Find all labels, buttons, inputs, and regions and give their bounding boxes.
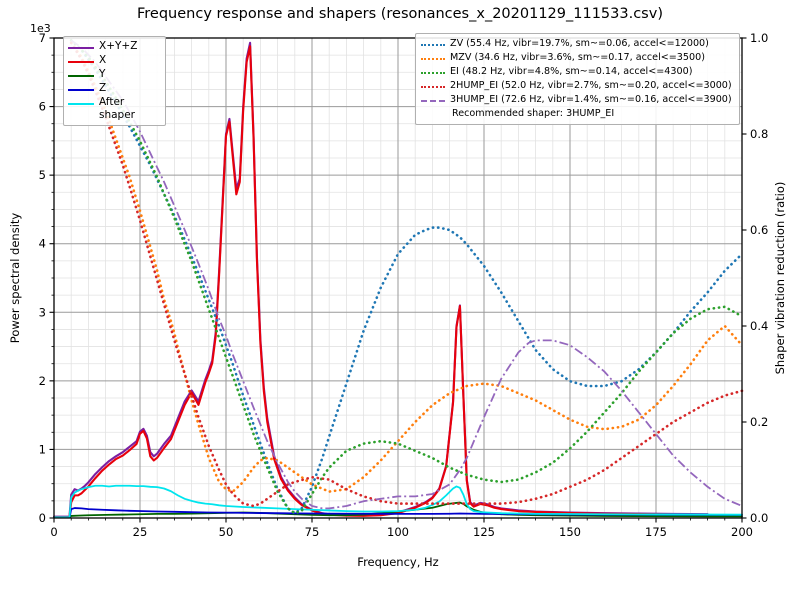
legend-item-label: MZV (34.6 Hz, vibr=3.6%, sm~=0.17, accel… — [450, 52, 705, 63]
legend-color-swatch — [68, 83, 94, 96]
y2-tick-label: 1.0 — [750, 31, 768, 45]
legend-item-label: X+Y+Z — [99, 40, 138, 52]
legend-psd[interactable]: X+Y+Z X Y Z After shaper — [63, 36, 166, 126]
y-tick-label: 7 — [39, 31, 46, 45]
legend-color-swatch — [421, 52, 445, 65]
y-tick-label: 4 — [39, 237, 46, 251]
legend-item-zv[interactable]: ZV (55.4 Hz, vibr=19.7%, sm~=0.06, accel… — [421, 37, 732, 51]
y2-tick-label: 0.6 — [750, 223, 768, 237]
data-curves — [52, 39, 744, 519]
y2-tick-label: 0.8 — [750, 127, 768, 141]
y-tick-label: 2 — [39, 374, 46, 388]
legend-color-swatch — [421, 94, 445, 107]
y2-tick-label: 0.0 — [750, 511, 768, 525]
legend-item-x-y-z[interactable]: X+Y+Z — [68, 40, 159, 54]
x-tick-label: 50 — [219, 525, 234, 539]
legend-item-after-shaper[interactable]: After shaper — [68, 96, 159, 122]
legend-shapers[interactable]: ZV (55.4 Hz, vibr=19.7%, sm~=0.06, accel… — [415, 33, 740, 125]
y-axis-exponent-label: 1e3 — [30, 22, 51, 35]
x-tick-label: 175 — [645, 525, 667, 539]
y-tick-label: 0 — [39, 511, 46, 525]
axes: 0 25 50 75 100 125 150 175 200 0 1 2 3 4 5 6 7 0.0 0.2 0.4 0… — [8, 31, 787, 569]
legend-item-3hump_ei[interactable]: 3HUMP_EI (72.6 Hz, vibr=1.4%, sm~=0.16, … — [421, 93, 732, 107]
legend-item-ei[interactable]: EI (48.2 Hz, vibr=4.8%, sm~=0.14, accel<… — [421, 65, 732, 79]
shaper-curve-mzv — [69, 41, 744, 493]
legend-color-swatch — [68, 41, 94, 54]
y2-tick-label: 0.4 — [750, 319, 768, 333]
shaper-curve-2hump_ei — [69, 41, 744, 508]
shaper-curve-3hump_ei — [70, 39, 743, 510]
x-tick-label: 125 — [473, 525, 495, 539]
shaper-curve-ei — [69, 39, 744, 515]
y-axis-label: Power spectral density — [8, 213, 22, 344]
legend-item-label: ZV (55.4 Hz, vibr=19.7%, sm~=0.06, accel… — [450, 38, 709, 49]
x-tick-label: 200 — [731, 525, 753, 539]
recommended-shaper-note: Recommended shaper: 3HUMP_EI — [421, 107, 732, 121]
legend-item-label: 3HUMP_EI (72.6 Hz, vibr=1.4%, sm~=0.16, … — [450, 94, 732, 105]
recommended-shaper-label: Recommended shaper: 3HUMP_EI — [452, 108, 615, 119]
legend-item-x[interactable]: X — [68, 54, 159, 68]
legend-item-label: Z — [99, 82, 107, 94]
legend-color-swatch — [421, 80, 445, 93]
legend-color-swatch — [68, 97, 94, 110]
legend-item-mzv[interactable]: MZV (34.6 Hz, vibr=3.6%, sm~=0.17, accel… — [421, 51, 732, 65]
legend-item-y[interactable]: Y — [68, 68, 159, 82]
legend-item-z[interactable]: Z — [68, 82, 159, 96]
legend-color-swatch — [421, 66, 445, 79]
y2-axis-label: Shaper vibration reduction (ratio) — [773, 182, 787, 375]
legend-item-label: Y — [99, 68, 106, 80]
x-tick-label: 0 — [50, 525, 57, 539]
y-tick-label: 5 — [39, 168, 46, 182]
x-tick-label: 150 — [559, 525, 581, 539]
legend-item-label: X — [99, 54, 107, 66]
psd-curve-after-shaper — [53, 484, 743, 519]
x-tick-label: 25 — [133, 525, 148, 539]
y-tick-label: 6 — [39, 100, 46, 114]
legend-item-label: 2HUMP_EI (52.0 Hz, vibr=2.7%, sm~=0.20, … — [450, 80, 732, 91]
y-tick-label: 1 — [39, 442, 46, 456]
y-tick-label: 3 — [39, 305, 46, 319]
legend-item-label: EI (48.2 Hz, vibr=4.8%, sm~=0.14, accel<… — [450, 66, 693, 77]
legend-color-swatch — [421, 38, 445, 51]
legend-item-label: After shaper — [99, 96, 136, 121]
legend-color-swatch — [68, 55, 94, 68]
page-title: Frequency response and shapers (resonanc… — [137, 6, 663, 22]
x-axis-label: Frequency, Hz — [357, 555, 438, 569]
y2-tick-label: 0.2 — [750, 415, 768, 429]
legend-item-2hump_ei[interactable]: 2HUMP_EI (52.0 Hz, vibr=2.7%, sm~=0.20, … — [421, 79, 732, 93]
x-tick-label: 75 — [305, 525, 320, 539]
psd-curve-x — [52, 45, 675, 519]
legend-color-swatch — [68, 69, 94, 82]
x-tick-label: 100 — [387, 525, 409, 539]
